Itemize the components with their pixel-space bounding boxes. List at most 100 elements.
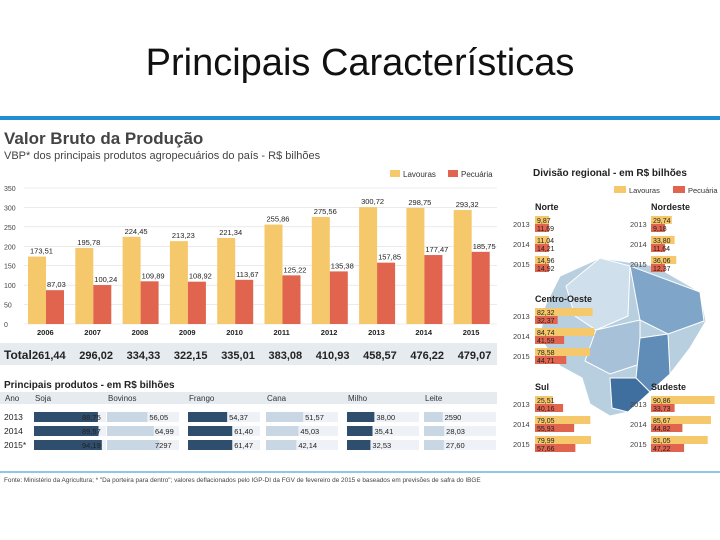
region-value-lavouras: 36,06 [653, 258, 671, 265]
products-cell-value: 94,19 [82, 441, 101, 450]
region-value-pecuaria: 44,82 [653, 426, 671, 433]
map-region-sudeste [635, 333, 671, 393]
products-cell-value: 27,60 [446, 441, 465, 450]
bar-lavouras [28, 256, 46, 324]
region-year-label: 2014 [630, 240, 647, 249]
bar-lavouras [264, 224, 283, 324]
products-column-header: Cana [267, 394, 287, 403]
products-cell-value: 88,75 [82, 413, 101, 422]
y-tick-label: 150 [4, 264, 16, 271]
region-value-lavouras: 79,05 [537, 418, 555, 425]
region-value-lavouras: 85,67 [653, 418, 671, 425]
products-cell-bg [424, 412, 496, 422]
x-tick-label: 2010 [226, 328, 243, 337]
region-name: Norte [535, 202, 559, 212]
products-column-header: Ano [5, 394, 20, 403]
y-tick-label: 300 [4, 205, 16, 212]
map-region-sul [609, 377, 651, 413]
region-bar-lavouras [535, 236, 549, 244]
products-cell-bar [107, 440, 160, 450]
region-bar-lavouras [535, 396, 553, 404]
total-value: 322,15 [174, 350, 208, 362]
region-year-label: 2014 [513, 420, 530, 429]
bar-label-lavouras: 224,45 [125, 227, 148, 236]
total-value: 479,07 [458, 350, 492, 362]
bar-lavouras [169, 241, 188, 324]
products-cell-bg [347, 440, 419, 450]
products-cell-bar [34, 440, 102, 450]
bar-lavouras [122, 236, 141, 324]
region-bar-pecuaria [535, 356, 567, 364]
region-bar-lavouras [535, 216, 549, 224]
region-value-pecuaria: 9,18 [653, 226, 667, 233]
bar-pecuaria [235, 279, 254, 324]
products-cell-bar [34, 412, 98, 422]
region-bar-lavouras [651, 216, 672, 224]
region-bar-lavouras [651, 256, 677, 264]
products-cell-bg [424, 426, 496, 436]
infographic-svg: Valor Bruto da Produção VBP* dos princip… [0, 129, 720, 484]
region-value-pecuaria: 11,64 [653, 246, 670, 253]
region-bar-lavouras [535, 416, 591, 424]
bar-pecuaria [140, 281, 159, 324]
bar-label-lavouras: 255,86 [267, 215, 290, 224]
region-bar-pecuaria [535, 264, 549, 272]
bar-label-lavouras: 173,51 [30, 247, 53, 256]
products-cell-bar [347, 440, 371, 450]
bar-label-pecuaria: 157,85 [378, 253, 401, 262]
products-cell-bar [266, 440, 297, 450]
y-tick-label: 50 [4, 303, 12, 310]
products-cell-bg [347, 426, 419, 436]
bar-label-lavouras: 221,34 [219, 228, 242, 237]
bar-label-pecuaria: 87,03 [47, 280, 66, 289]
y-tick-label: 200 [4, 244, 16, 251]
products-cell-value: 89,57 [82, 427, 101, 436]
regional-legend-swatch-pecuaria [673, 186, 685, 193]
regional-legend-label-pecuaria: Pecuária [688, 186, 718, 195]
region-bar-pecuaria [535, 404, 564, 412]
region-year-label: 2015 [630, 440, 647, 449]
region-name: Sul [535, 382, 549, 392]
bar-pecuaria [187, 281, 206, 324]
products-cell-bar [188, 412, 228, 422]
total-value: 458,57 [363, 350, 397, 362]
legend-swatch-lavouras [390, 170, 400, 177]
region-bar-lavouras [651, 396, 715, 404]
bar-pecuaria [471, 251, 490, 324]
products-cell-value: 35,41 [374, 427, 393, 436]
total-value: 334,33 [127, 350, 161, 362]
region-bar-pecuaria [651, 224, 665, 232]
region-year-label: 2013 [513, 312, 530, 321]
bar-lavouras [359, 207, 378, 324]
region-bar-pecuaria [651, 404, 675, 412]
products-cell-bar [347, 412, 375, 422]
region-value-lavouras: 29,74 [653, 218, 671, 225]
products-cell-value: 32,53 [372, 441, 391, 450]
products-cell-value: 56,05 [149, 413, 168, 422]
bar-label-pecuaria: 109,89 [142, 271, 165, 280]
bar-lavouras [217, 237, 236, 324]
products-cell-value: 51,57 [305, 413, 324, 422]
products-cell-value: 28,03 [446, 427, 465, 436]
region-year-label: 2013 [630, 400, 647, 409]
products-title: Principais produtos - em R$ bilhões [4, 380, 175, 391]
x-tick-label: 2009 [179, 328, 196, 337]
bar-label-pecuaria: 100,24 [94, 275, 117, 284]
region-value-lavouras: 81,05 [653, 438, 671, 445]
region-bar-lavouras [535, 328, 595, 336]
regional-title: Divisão regional - em R$ bilhões [533, 168, 687, 179]
map-region-nordeste [629, 265, 705, 335]
products-cell-value: 54,37 [229, 413, 248, 422]
region-value-lavouras: 11,04 [537, 238, 554, 245]
products-cell-value: 42,14 [298, 441, 317, 450]
bar-lavouras [406, 207, 425, 324]
total-value: 410,93 [316, 350, 350, 362]
region-year-label: 2015 [513, 440, 530, 449]
legend-label-pecuaria: Pecuária [461, 170, 493, 179]
region-year-label: 2013 [513, 220, 530, 229]
products-column-header: Soja [35, 394, 52, 403]
region-value-pecuaria: 14,21 [537, 246, 555, 253]
total-row: Total 261,44 296,02 334,33 322,15 335,01 383,… [0, 343, 497, 365]
products-cell-value: 7297 [155, 441, 172, 450]
